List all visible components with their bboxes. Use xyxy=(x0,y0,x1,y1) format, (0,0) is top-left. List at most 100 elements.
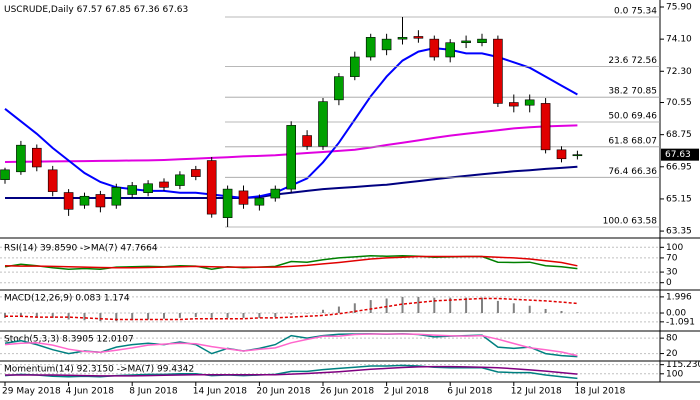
panel-title: MACD(12,26,9) 0.083 1.174 xyxy=(4,294,130,304)
y-tick-label: 115.2301 xyxy=(666,360,700,370)
candle-body xyxy=(63,192,74,210)
candle-body xyxy=(191,169,201,177)
y-tick-label: 63.35 xyxy=(666,227,692,237)
fib-label: 0.0 75.34 xyxy=(614,6,657,16)
histogram-bar xyxy=(385,298,388,314)
histogram-bar xyxy=(369,300,372,314)
candle-body xyxy=(175,174,185,186)
histogram-bar xyxy=(306,313,309,314)
histogram-bar xyxy=(210,313,213,318)
candle-body xyxy=(254,197,265,206)
histogram-bar xyxy=(35,313,38,318)
histogram-bar xyxy=(496,300,499,314)
histogram-bar xyxy=(528,305,531,314)
candle-body xyxy=(334,76,344,101)
title-part: 67.36 xyxy=(134,5,160,15)
candle-body xyxy=(143,183,153,193)
histogram-bar xyxy=(226,313,229,318)
candle-body xyxy=(524,99,535,106)
fib-label: 23.6 72.56 xyxy=(608,56,657,66)
indicator-line xyxy=(4,255,578,269)
histogram-bar xyxy=(433,297,436,314)
x-tick-label: 29 May 2018 xyxy=(2,387,61,397)
candle-body xyxy=(16,144,26,173)
histogram-bar xyxy=(401,296,404,314)
histogram-bar xyxy=(83,313,86,321)
histogram-bar xyxy=(258,313,261,318)
candle-body xyxy=(159,181,169,188)
y-tick-label: 74.10 xyxy=(666,35,692,45)
histogram-bar xyxy=(19,313,22,318)
x-tick-label: 6 Jul 2018 xyxy=(447,387,492,397)
candle-body xyxy=(397,37,408,40)
candle-body xyxy=(270,188,281,199)
candle-body xyxy=(572,154,583,157)
candle-body xyxy=(508,102,519,107)
panel-title: Stoch(5,3,3) 8.3905 12.0107 xyxy=(4,335,134,345)
candle-body xyxy=(302,135,312,147)
panel-title: RSI(14) 39.8590 ->MA(7) 47.7664 xyxy=(4,244,158,254)
histogram-bar xyxy=(115,313,118,322)
histogram-bar xyxy=(449,297,452,314)
candle-body xyxy=(95,194,106,208)
candle-body xyxy=(493,38,503,104)
candle-body xyxy=(238,190,249,205)
histogram-bar xyxy=(242,313,245,318)
y-tick-label: 20 xyxy=(666,349,678,359)
fib-label: 38.2 70.85 xyxy=(608,87,657,97)
candle-body xyxy=(111,187,122,206)
chart-title: USCRUDE,Daily 67.57 67.85 67.36 67.63 xyxy=(4,5,188,15)
histogram-bar xyxy=(322,309,324,314)
y-tick-label: 1.996 xyxy=(666,292,692,302)
histogram-bar xyxy=(51,313,54,318)
y-tick-label: 65.15 xyxy=(666,194,692,204)
histogram-bar xyxy=(274,313,277,318)
y-tick-label: 80 xyxy=(666,334,678,344)
y-tick-label: 70.55 xyxy=(666,98,692,108)
x-tick-label: 4 Jun 2018 xyxy=(66,387,115,397)
x-tick-label: 12 Jul 2018 xyxy=(511,387,562,397)
candle-body xyxy=(540,103,551,151)
histogram-bar xyxy=(131,313,134,321)
fib-label: 50.0 69.46 xyxy=(608,111,657,121)
indicator-line xyxy=(4,333,578,357)
histogram-bar xyxy=(163,313,165,319)
x-tick-label: 18 Jul 2018 xyxy=(574,387,625,397)
candle-body xyxy=(381,38,392,51)
indicator-line xyxy=(5,297,578,321)
histogram-bar xyxy=(290,313,293,315)
histogram-bar xyxy=(481,297,483,314)
fib-label: 76.4 66.36 xyxy=(608,167,657,177)
histogram-bar xyxy=(417,296,420,314)
title-part: 67.85 xyxy=(105,5,131,15)
candle-body xyxy=(0,169,10,180)
fib-label: 100.0 63.58 xyxy=(603,216,658,226)
y-tick-label: 68.75 xyxy=(666,130,692,140)
current-price: 67.63 xyxy=(665,150,691,160)
y-tick-label: 70 xyxy=(666,253,678,263)
y-tick-label: 66.95 xyxy=(666,162,692,172)
histogram-bar xyxy=(512,303,515,314)
y-tick-label: 75.90 xyxy=(666,2,692,12)
candle-body xyxy=(318,101,328,147)
histogram-bar xyxy=(544,308,547,314)
x-tick-label: 20 Jun 2018 xyxy=(256,387,310,397)
candle-body xyxy=(47,169,58,192)
candle-body xyxy=(286,125,297,190)
candle-body xyxy=(222,188,233,218)
candle-body xyxy=(445,42,456,58)
x-tick-label: 8 Jun 2018 xyxy=(129,387,178,397)
histogram-bar xyxy=(4,313,6,318)
y-tick-label: -1.091 xyxy=(666,317,695,327)
candle-body xyxy=(365,37,376,58)
y-tick-label: 72.30 xyxy=(666,67,692,77)
indicator-line xyxy=(5,365,578,377)
y-tick-label: 30 xyxy=(666,268,678,278)
fib-label: 61.8 68.07 xyxy=(608,136,657,146)
histogram-bar xyxy=(465,297,468,314)
histogram-bar xyxy=(194,313,197,318)
candle-body xyxy=(413,36,424,39)
histogram-bar xyxy=(99,313,102,322)
histogram-bar xyxy=(560,311,563,314)
